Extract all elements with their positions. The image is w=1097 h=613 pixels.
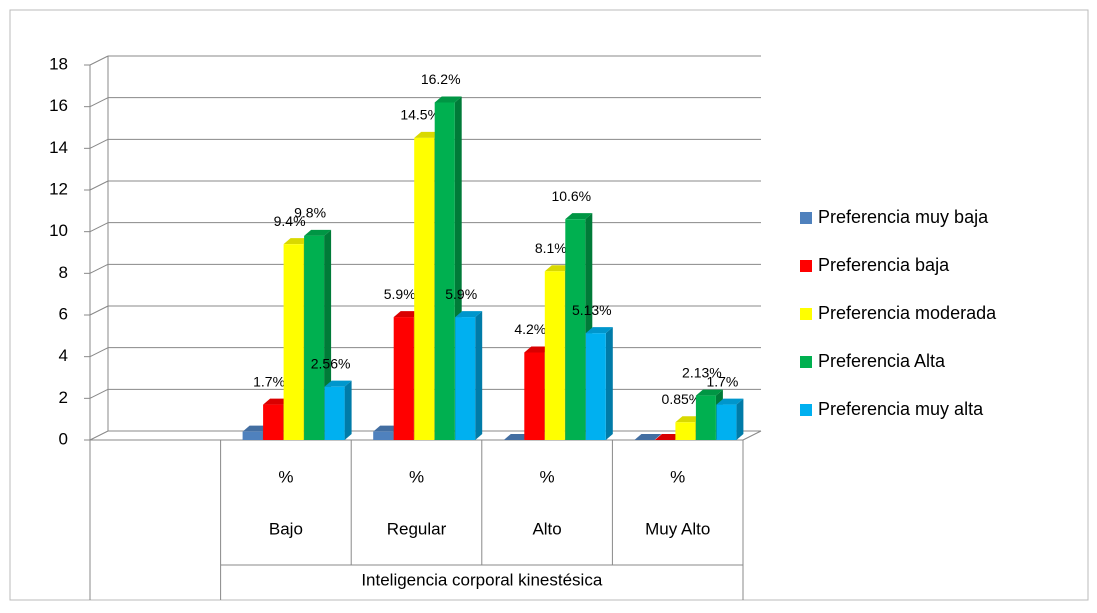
legend-label: Preferencia muy baja	[818, 207, 989, 227]
grid-line	[89, 55, 109, 66]
bar-top	[304, 229, 332, 236]
legend-swatch	[800, 212, 812, 224]
bar-top	[324, 380, 352, 387]
bar	[695, 395, 716, 440]
value-label: 9.8%	[294, 205, 326, 221]
y-tick-label: 12	[49, 179, 68, 198]
bar-top	[373, 425, 401, 432]
y-tick-label: 18	[49, 54, 68, 73]
legend-label: Preferencia moderada	[818, 303, 997, 323]
bar-top	[263, 398, 291, 405]
legend-label: Preferencia muy alta	[818, 399, 984, 419]
y-tick-label: 0	[59, 429, 68, 448]
y-tick-label: 10	[49, 221, 68, 240]
value-label: 5.13%	[572, 302, 612, 318]
grid-line	[89, 180, 109, 191]
legend-swatch	[800, 404, 812, 416]
bar-top	[434, 96, 462, 103]
grid-line	[89, 263, 109, 274]
bar-top	[393, 311, 421, 318]
x-subtick-label: %	[409, 467, 424, 486]
value-label: 16.2%	[421, 71, 461, 87]
legend-label: Preferencia baja	[818, 255, 950, 275]
bar	[393, 317, 414, 440]
legend-swatch	[800, 356, 812, 368]
x-tick-label: Alto	[532, 519, 561, 538]
legend-swatch	[800, 260, 812, 272]
y-tick-label: 6	[59, 304, 68, 323]
grid-line	[89, 388, 109, 399]
bar	[324, 386, 345, 440]
grid-line	[89, 97, 109, 108]
legend-label: Preferencia Alta	[818, 351, 946, 371]
bar-top	[675, 416, 703, 423]
value-label: 14.5%	[400, 107, 440, 123]
y-tick-label: 4	[59, 346, 68, 365]
grid-line	[89, 305, 109, 316]
value-label: 1.7%	[706, 373, 738, 389]
value-label: 2.13%	[682, 364, 722, 380]
value-label: 8.1%	[535, 240, 567, 256]
value-label: 10.6%	[551, 188, 591, 204]
bar-top	[585, 327, 613, 334]
bar-top	[565, 213, 593, 220]
bar	[242, 431, 263, 440]
bar	[373, 431, 394, 440]
bar	[263, 404, 284, 440]
y-tick-label: 14	[49, 138, 68, 157]
bar-top	[503, 434, 531, 440]
grid-line	[89, 430, 109, 441]
bar	[585, 333, 606, 440]
bar	[455, 317, 476, 440]
value-label: 0.85%	[662, 391, 702, 407]
x-axis-title: Inteligencia corporal kinestésica	[361, 570, 603, 589]
bar-top	[695, 389, 723, 396]
x-tick-label: Muy Alto	[645, 519, 710, 538]
bar-side	[736, 398, 744, 440]
y-tick-label: 2	[59, 388, 68, 407]
bar-top	[414, 131, 442, 138]
bar-top	[716, 398, 744, 405]
value-label: 9.4%	[274, 213, 306, 229]
y-tick-label: 8	[59, 263, 68, 282]
bar	[414, 137, 435, 440]
bar	[283, 244, 304, 440]
bar-top	[455, 311, 483, 318]
bar	[716, 404, 737, 440]
bar	[434, 102, 455, 440]
bar-side	[605, 327, 613, 440]
x-tick-label: Bajo	[269, 519, 303, 538]
x-tick-label: Regular	[387, 519, 447, 538]
legend-swatch	[800, 308, 812, 320]
floor-line	[742, 430, 762, 441]
bar	[565, 219, 586, 440]
bar	[675, 422, 696, 440]
bar	[304, 235, 325, 440]
x-subtick-label: %	[670, 467, 685, 486]
grid-line	[89, 138, 109, 149]
bar-top	[544, 265, 572, 272]
bar	[544, 271, 565, 440]
value-label: 5.9%	[384, 286, 416, 302]
bar-side	[344, 380, 352, 440]
value-label: 2.56%	[311, 355, 351, 371]
bar-side	[475, 311, 483, 440]
bar-top	[242, 425, 270, 432]
bar-top	[634, 434, 662, 440]
bar	[524, 352, 545, 440]
grid-line	[89, 222, 109, 233]
value-label: 1.7%	[253, 373, 285, 389]
bar-top	[283, 238, 311, 245]
bar-top	[654, 434, 682, 440]
value-label: 4.2%	[514, 321, 546, 337]
bar-top	[524, 346, 552, 353]
x-subtick-label: %	[540, 467, 555, 486]
x-subtick-label: %	[278, 467, 293, 486]
grid-line	[89, 347, 109, 358]
value-label: 5.9%	[445, 286, 477, 302]
y-tick-label: 16	[49, 96, 68, 115]
